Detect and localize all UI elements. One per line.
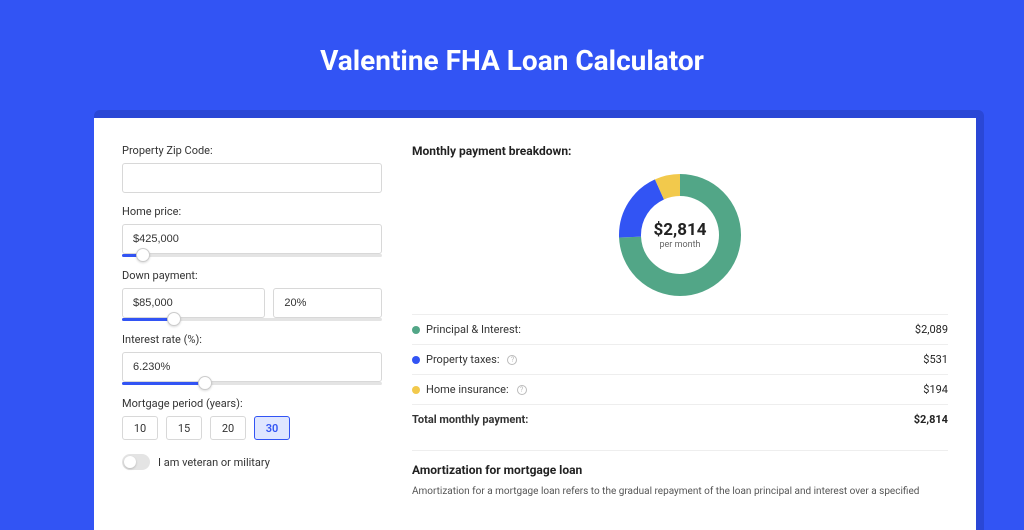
zip-input[interactable] bbox=[122, 163, 382, 193]
home-price-label: Home price: bbox=[122, 205, 382, 218]
total-value: $2,814 bbox=[914, 413, 948, 426]
down-payment-slider[interactable] bbox=[122, 318, 382, 321]
slider-thumb-icon[interactable] bbox=[136, 248, 150, 262]
veteran-row: I am veteran or military bbox=[122, 454, 382, 470]
interest-rate-input[interactable] bbox=[122, 352, 382, 382]
period-btn-30[interactable]: 30 bbox=[254, 416, 290, 440]
card-shadow: Property Zip Code: Home price: Down paym… bbox=[94, 110, 984, 530]
breakdown-value: $194 bbox=[923, 383, 948, 396]
zip-field: Property Zip Code: bbox=[122, 144, 382, 193]
breakdown-column: Monthly payment breakdown: $2,814 per mo… bbox=[412, 144, 948, 504]
interest-rate-slider[interactable] bbox=[122, 382, 382, 385]
breakdown-row: Property taxes:? $531 bbox=[412, 344, 948, 374]
page-title: Valentine FHA Loan Calculator bbox=[0, 0, 1024, 101]
slider-thumb-icon[interactable] bbox=[198, 376, 212, 390]
breakdown-label: Principal & Interest: bbox=[426, 323, 521, 336]
breakdown-value: $2,089 bbox=[915, 323, 948, 336]
breakdown-row: Home insurance:? $194 bbox=[412, 374, 948, 404]
donut-center: $2,814 per month bbox=[615, 170, 745, 300]
breakdown-label: Home insurance: bbox=[426, 383, 509, 396]
period-btn-20[interactable]: 20 bbox=[210, 416, 246, 440]
info-icon[interactable]: ? bbox=[507, 355, 517, 365]
down-payment-field: Down payment: bbox=[122, 269, 382, 321]
down-payment-amount-input[interactable] bbox=[122, 288, 265, 318]
breakdown-label: Property taxes: bbox=[426, 353, 499, 366]
interest-rate-field: Interest rate (%): bbox=[122, 333, 382, 385]
home-price-input[interactable] bbox=[122, 224, 382, 254]
breakdown-row: Principal & Interest: $2,089 bbox=[412, 314, 948, 344]
donut-sub: per month bbox=[659, 240, 700, 250]
donut-chart-wrap: $2,814 per month bbox=[412, 170, 948, 300]
legend-dot-icon bbox=[412, 326, 420, 334]
home-price-field: Home price: bbox=[122, 205, 382, 257]
breakdown-value: $531 bbox=[923, 353, 948, 366]
total-row: Total monthly payment: $2,814 bbox=[412, 404, 948, 434]
zip-label: Property Zip Code: bbox=[122, 144, 382, 157]
page-root: Valentine FHA Loan Calculator Property Z… bbox=[0, 0, 1024, 512]
down-payment-label: Down payment: bbox=[122, 269, 382, 282]
veteran-toggle[interactable] bbox=[122, 454, 150, 470]
form-column: Property Zip Code: Home price: Down paym… bbox=[122, 144, 382, 504]
breakdown-title: Monthly payment breakdown: bbox=[412, 144, 948, 158]
donut-chart: $2,814 per month bbox=[615, 170, 745, 300]
legend-dot-icon bbox=[412, 386, 420, 394]
legend-dot-icon bbox=[412, 356, 420, 364]
slider-thumb-icon[interactable] bbox=[167, 312, 181, 326]
calculator-card: Property Zip Code: Home price: Down paym… bbox=[94, 118, 976, 530]
period-btn-15[interactable]: 15 bbox=[166, 416, 202, 440]
info-icon[interactable]: ? bbox=[517, 385, 527, 395]
total-label: Total monthly payment: bbox=[412, 413, 528, 426]
interest-rate-label: Interest rate (%): bbox=[122, 333, 382, 346]
amortization-section: Amortization for mortgage loan Amortizat… bbox=[412, 450, 948, 499]
donut-amount: $2,814 bbox=[654, 220, 707, 240]
home-price-slider[interactable] bbox=[122, 254, 382, 257]
mortgage-period-field: Mortgage period (years): 10 15 20 30 bbox=[122, 397, 382, 440]
mortgage-period-label: Mortgage period (years): bbox=[122, 397, 382, 410]
veteran-label: I am veteran or military bbox=[158, 456, 270, 469]
period-btn-10[interactable]: 10 bbox=[122, 416, 158, 440]
amortization-title: Amortization for mortgage loan bbox=[412, 463, 948, 477]
down-payment-percent-input[interactable] bbox=[273, 288, 382, 318]
amortization-text: Amortization for a mortgage loan refers … bbox=[412, 485, 948, 499]
